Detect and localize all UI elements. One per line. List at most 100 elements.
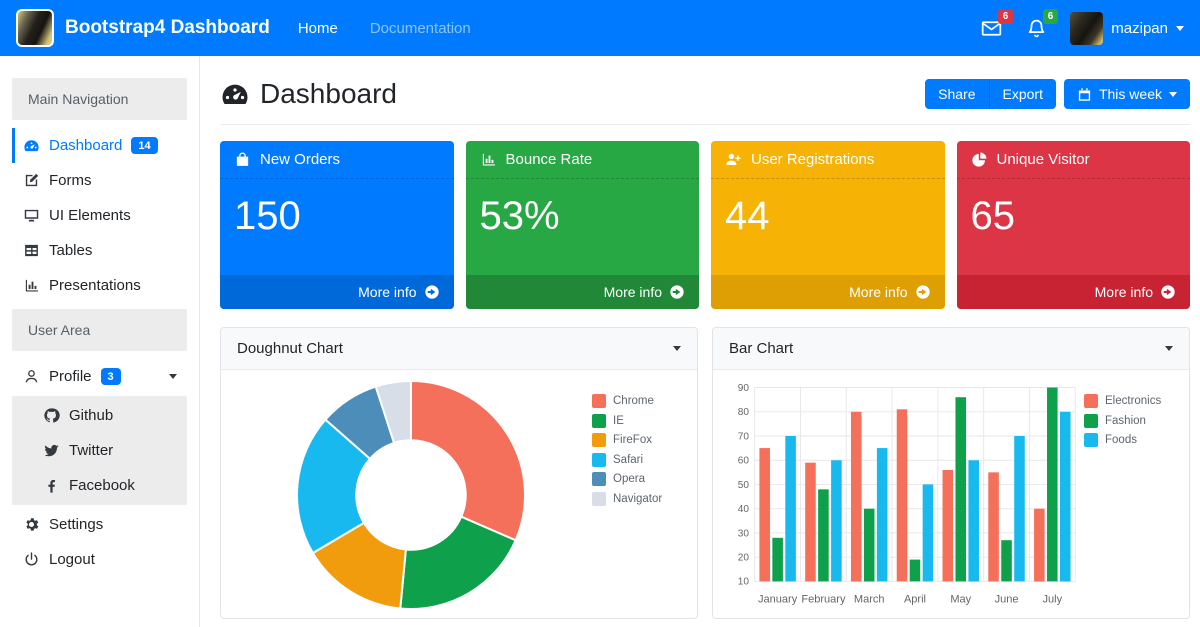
stat-card-new-orders: New Orders 150 More info: [220, 141, 454, 309]
chart-bar-icon: [23, 277, 40, 294]
sidebar-item-label: Dashboard: [49, 137, 123, 154]
more-info-link[interactable]: More info: [465, 275, 699, 309]
doughnut-chart: [229, 376, 592, 614]
more-info-label: More info: [1094, 284, 1153, 300]
notifications-button[interactable]: 6: [1025, 8, 1059, 40]
more-info-label: More info: [849, 284, 908, 300]
chevron-down-icon[interactable]: [673, 346, 681, 351]
sidebar-item-label: Profile: [49, 368, 92, 385]
notifications-count-badge: 6: [1042, 8, 1059, 24]
legend-swatch: [1084, 413, 1098, 428]
legend-swatch: [1084, 394, 1098, 408]
doughnut-chart-card: Doughnut Chart Chrome IE FireFox Safari Oper…: [220, 327, 698, 619]
svg-text:10: 10: [738, 577, 750, 588]
sidebar-item-profile[interactable]: Profile 3: [12, 359, 187, 394]
sidebar-item-logout[interactable]: Logout: [12, 542, 187, 577]
legend-label: Fashion: [1105, 414, 1146, 427]
svg-text:40: 40: [738, 504, 750, 515]
sidebar-item-settings[interactable]: Settings: [12, 507, 187, 542]
svg-text:March: March: [854, 593, 885, 605]
legend-swatch: [592, 394, 606, 408]
navbar-links: Home Documentation: [298, 20, 471, 37]
doughnut-chart-body: Chrome IE FireFox Safari Opera Navigator: [221, 370, 697, 618]
top-navbar: Bootstrap4 Dashboard Home Documentation 6…: [0, 0, 1200, 56]
sidebar-item-forms[interactable]: Forms: [12, 163, 187, 198]
sidebar-item-facebook[interactable]: Facebook: [12, 468, 187, 503]
main-content: Dashboard Share Export This week New Ord…: [200, 56, 1200, 627]
legend-item: Foods: [1084, 433, 1181, 447]
export-button[interactable]: Export: [988, 79, 1056, 109]
charts-row: Doughnut Chart Chrome IE FireFox Safari Oper…: [220, 327, 1190, 619]
sidebar-item-label: Forms: [49, 172, 92, 189]
svg-text:May: May: [950, 593, 971, 605]
chart-bar-icon: [480, 151, 497, 168]
sidebar-submenu: Github Twitter Facebook: [12, 396, 187, 505]
stat-card-user-registrations: User Registrations 44 More info: [711, 141, 945, 309]
sidebar-item-label: Twitter: [69, 442, 114, 459]
legend-label: Chrome: [613, 395, 654, 407]
user-menu[interactable]: mazipan: [1070, 11, 1184, 45]
dashboard-icon: [220, 79, 250, 109]
legend-item: Electronics: [1084, 394, 1181, 408]
sidebar-item-tables[interactable]: Tables: [12, 233, 187, 268]
header-actions: Share Export This week: [925, 79, 1190, 109]
stat-cards-row: New Orders 150 More info Bounce Rate 53% More…: [220, 141, 1190, 309]
more-info-label: More info: [603, 284, 662, 300]
stat-card-unique-visitor: Unique Visitor 65 More info: [956, 141, 1190, 309]
sidebar-item-ui-elements[interactable]: UI Elements: [12, 198, 187, 233]
stat-card-bounce-rate: Bounce Rate 53% More info: [465, 141, 699, 309]
sidebar-item-twitter[interactable]: Twitter: [12, 433, 187, 468]
sidebar-item-label: Github: [69, 407, 114, 424]
svg-text:July: July: [1043, 593, 1063, 605]
sidebar-item-badge: 14: [131, 137, 158, 154]
user-icon: [23, 368, 40, 385]
messages-button[interactable]: 6: [980, 8, 1014, 40]
legend-swatch: [592, 452, 606, 467]
arrow-circle-right-icon: [915, 284, 931, 300]
sidebar-item-presentations[interactable]: Presentations: [12, 268, 187, 303]
pie-chart-icon: [971, 151, 988, 168]
messages-count-badge: 6: [997, 8, 1014, 24]
more-info-link[interactable]: More info: [956, 275, 1190, 309]
legend-swatch: [592, 433, 606, 447]
brand-logo-image[interactable]: [16, 9, 54, 47]
stat-card-title: User Registrations: [751, 151, 875, 168]
svg-text:June: June: [995, 593, 1019, 605]
nav-link-home[interactable]: Home: [297, 19, 338, 37]
arrow-circle-right-icon: [424, 284, 440, 300]
shopping-bag-icon: [234, 151, 251, 168]
arrow-circle-right-icon: [1160, 284, 1176, 300]
doughnut-chart-title: Doughnut Chart: [237, 340, 343, 357]
svg-text:20: 20: [738, 553, 750, 564]
envelope-icon: [980, 17, 1003, 40]
share-button[interactable]: Share: [925, 79, 989, 109]
nav-link-documentation[interactable]: Documentation: [369, 19, 471, 37]
legend-label: Opera: [613, 473, 645, 485]
more-info-link[interactable]: More info: [220, 275, 454, 309]
legend-item: Navigator: [592, 491, 689, 506]
chevron-down-icon: [1169, 91, 1177, 97]
sidebar-item-github[interactable]: Github: [12, 398, 187, 433]
legend-item: Fashion: [1084, 413, 1181, 428]
brand-title[interactable]: Bootstrap4 Dashboard: [65, 17, 270, 38]
stat-card-header: Unique Visitor: [956, 141, 1190, 179]
more-info-link[interactable]: More info: [711, 275, 945, 309]
svg-text:90: 90: [738, 383, 750, 394]
sidebar-item-dashboard[interactable]: Dashboard 14: [12, 128, 187, 163]
sidebar-item-badge: 3: [100, 368, 121, 385]
legend-item: IE: [592, 413, 689, 428]
doughnut-chart-card-header: Doughnut Chart: [221, 328, 697, 370]
legend-item: FireFox: [592, 433, 689, 447]
period-dropdown-button[interactable]: This week: [1063, 79, 1190, 109]
sidebar-item-label: Logout: [49, 551, 95, 568]
bar-chart-title: Bar Chart: [729, 340, 794, 357]
facebook-icon: [43, 477, 60, 494]
chevron-down-icon: [169, 374, 177, 379]
chevron-down-icon[interactable]: [1165, 346, 1173, 351]
stat-card-value: 44: [725, 194, 770, 238]
share-export-group: Share Export: [925, 79, 1056, 109]
svg-text:70: 70: [738, 431, 750, 442]
more-info-label: More info: [358, 284, 417, 300]
table-icon: [23, 242, 40, 259]
navbar-right: 6 6 mazipan: [980, 8, 1184, 45]
